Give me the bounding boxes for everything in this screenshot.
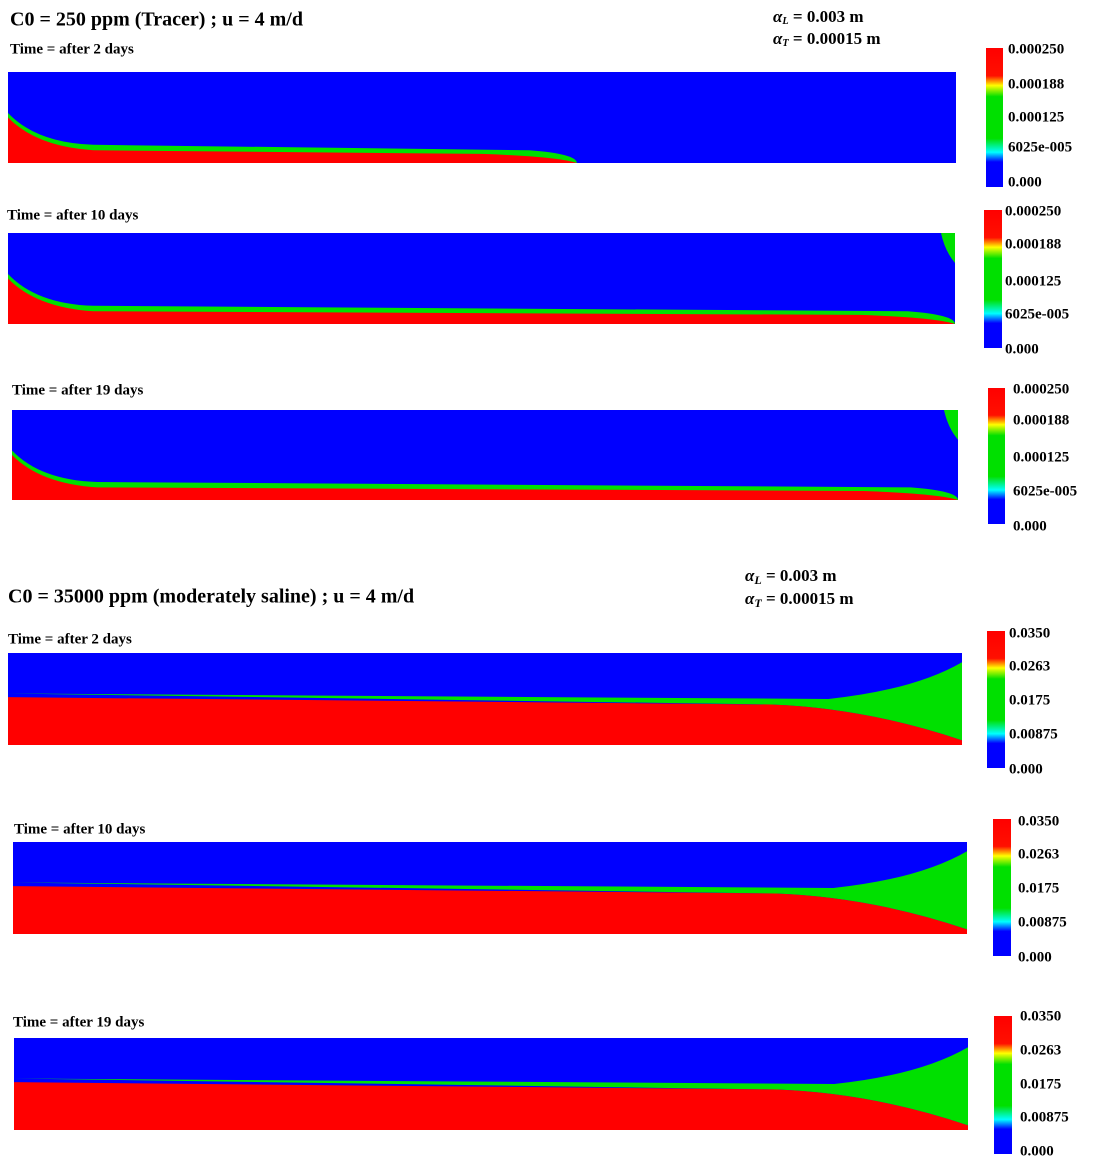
plume-core — [12, 455, 958, 500]
colorbar-label: 0.0350 — [1009, 625, 1050, 641]
alpha-symbol: α — [773, 29, 783, 48]
time-label: Time = after 2 days — [8, 631, 132, 647]
inflow-edge — [941, 233, 955, 264]
colorbar-label: 0.0350 — [1018, 813, 1059, 829]
colorbar-label: 0.000250 — [1013, 381, 1069, 397]
saline-zone — [13, 886, 967, 934]
colorbar-label: 0.0175 — [1020, 1076, 1061, 1092]
colorbar-label: 0.0175 — [1009, 692, 1050, 708]
colorbar-label: 0.000125 — [1008, 109, 1064, 125]
plume-fringe — [8, 112, 577, 163]
inflow-edge — [944, 410, 958, 440]
colorbar — [986, 48, 1003, 187]
colorbar-label: 6025e-005 — [1005, 306, 1069, 322]
alpha-subscript: L — [753, 573, 761, 587]
colorbar-label: 0.00875 — [1020, 1109, 1069, 1125]
alpha-subscript: T — [754, 596, 762, 610]
section-title: C0 = 250 ppm (Tracer) ; u = 4 m/d — [10, 9, 303, 31]
colorbar-label: 0.000 — [1009, 761, 1043, 777]
time-label: Time = after 19 days — [12, 382, 143, 398]
colorbar-label: 0.0263 — [1009, 658, 1050, 674]
dispersivity-label: αT = 0.00015 m — [773, 29, 881, 49]
colorbar-label: 0.000250 — [1005, 203, 1061, 219]
colorbar-label: 0.0350 — [1020, 1008, 1061, 1024]
time-label: Time = after 10 days — [7, 207, 138, 223]
alpha-subscript: L — [781, 16, 788, 27]
saline-zone — [8, 697, 962, 745]
colorbar-label: 6025e-005 — [1013, 483, 1077, 499]
alpha-value: = 0.00015 m — [789, 29, 881, 48]
alpha-symbol: α — [773, 7, 783, 26]
alpha-symbol: α — [745, 589, 755, 608]
mixing-zone — [13, 851, 967, 930]
colorbar-label: 0.000 — [1020, 1143, 1054, 1157]
colorbar-label: 6025e-005 — [1008, 139, 1072, 155]
colorbar — [993, 819, 1011, 956]
colorbar-label: 0.000188 — [1013, 412, 1069, 428]
colorbar-label: 0.000125 — [1013, 449, 1069, 465]
plume-fringe — [8, 273, 955, 324]
section-title: C0 = 35000 ppm (moderately saline) ; u =… — [8, 586, 414, 608]
dispersivity-label: αT = 0.00015 m — [745, 589, 854, 610]
time-label: Time = after 10 days — [14, 821, 145, 837]
plume-core — [8, 117, 577, 163]
colorbar-label: 0.0175 — [1018, 880, 1059, 896]
alpha-value: = 0.00015 m — [762, 589, 854, 608]
alpha-subscript: T — [782, 38, 789, 49]
colorbar — [988, 388, 1005, 524]
dispersivity-label: αL = 0.003 m — [773, 7, 864, 27]
time-label: Time = after 2 days — [10, 41, 134, 57]
colorbar-label: 0.0263 — [1018, 846, 1059, 862]
colorbar-label: 0.00875 — [1018, 914, 1067, 930]
alpha-symbol: α — [745, 566, 755, 585]
colorbar-label: 0.000250 — [1008, 41, 1064, 57]
saline-zone — [14, 1082, 968, 1130]
time-label: Time = after 19 days — [13, 1014, 144, 1030]
plume-fringe — [12, 450, 958, 500]
colorbar-label: 0.000125 — [1005, 273, 1061, 289]
colorbar-label: 0.000 — [1018, 949, 1052, 965]
colorbar-label: 0.000188 — [1005, 236, 1061, 252]
colorbar-label: 0.000 — [1013, 518, 1047, 534]
mixing-zone — [8, 662, 962, 741]
colorbar-label: 0.000188 — [1008, 76, 1064, 92]
plume-core — [8, 278, 955, 324]
colorbar — [987, 631, 1005, 768]
alpha-value: = 0.003 m — [789, 7, 864, 26]
colorbar — [994, 1016, 1012, 1154]
mixing-zone — [14, 1047, 968, 1126]
colorbar-label: 0.000 — [1005, 341, 1039, 357]
dispersivity-label: αL = 0.003 m — [745, 566, 837, 587]
alpha-value: = 0.003 m — [762, 566, 837, 585]
colorbar-label: 0.00875 — [1009, 726, 1058, 742]
colorbar-label: 0.0263 — [1020, 1042, 1061, 1058]
colorbar — [984, 210, 1002, 348]
colorbar-label: 0.000 — [1008, 174, 1042, 190]
